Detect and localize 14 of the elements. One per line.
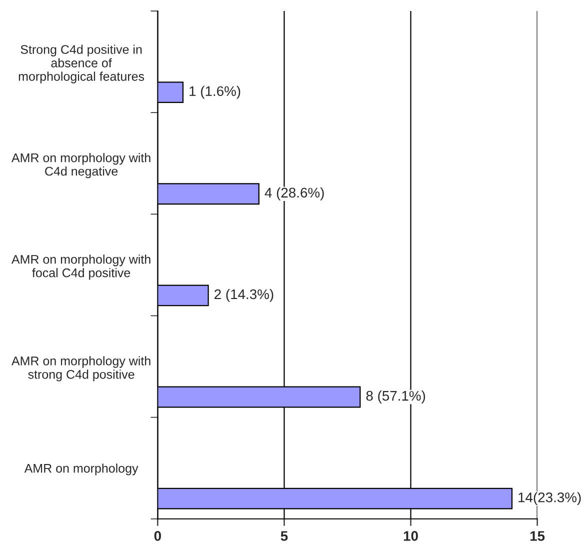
data-label: 14(23.3%): [518, 492, 581, 506]
x-tick-label: 0: [154, 531, 161, 541]
y-tick-label: AMR on morphology: [24, 464, 138, 476]
data-label: 8 (57.1%): [366, 390, 426, 404]
y-tick-label: AMR on morphology with strong C4d positive: [12, 356, 150, 382]
y-tick-label: AMR on morphology with focal C4d positive: [12, 254, 150, 280]
data-label: 1 (1.6%): [190, 86, 240, 99]
data-label: 4 (28.6%): [264, 187, 324, 200]
y-tick-label: Strong C4d positive in absence of morphological features: [18, 44, 144, 84]
y-tick-label: AMR on morphology with C4d negative: [12, 153, 150, 178]
data-label: 2 (14.3%): [214, 288, 274, 302]
x-tick-label: 5: [280, 531, 288, 541]
x-tick-label: 10: [404, 531, 418, 541]
x-tick-label: 15: [530, 531, 545, 541]
